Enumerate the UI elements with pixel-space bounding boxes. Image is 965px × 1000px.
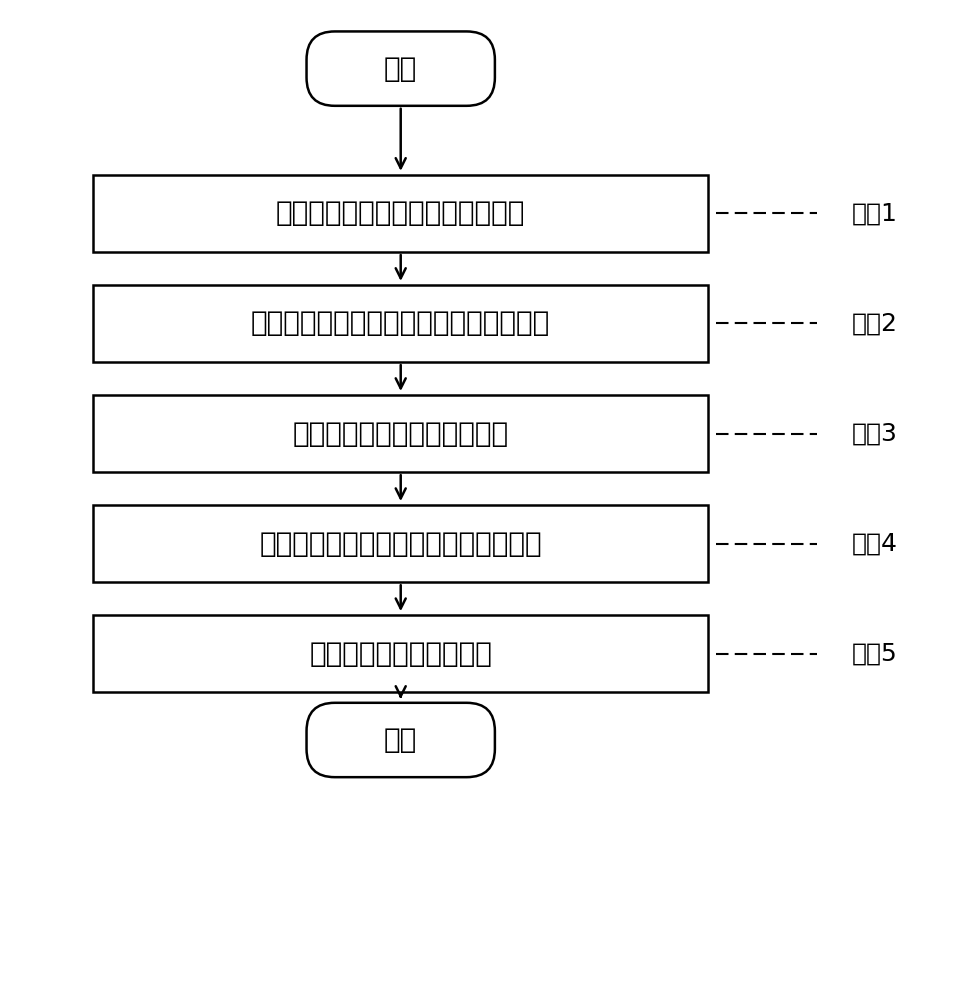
Text: 步骤1: 步骤1 — [852, 201, 897, 225]
Text: 确定各电源协调控制策略: 确定各电源协调控制策略 — [309, 640, 492, 668]
Text: 步骤5: 步骤5 — [852, 642, 897, 666]
Text: 确定预想故障下孤岛系统频率响应特性: 确定预想故障下孤岛系统频率响应特性 — [260, 530, 542, 558]
Text: 步骤4: 步骤4 — [852, 532, 897, 556]
FancyBboxPatch shape — [94, 615, 708, 692]
FancyBboxPatch shape — [307, 703, 495, 777]
FancyBboxPatch shape — [307, 31, 495, 106]
Text: 确定各可调电源的控制优先级: 确定各可调电源的控制优先级 — [292, 420, 509, 448]
FancyBboxPatch shape — [94, 505, 708, 582]
Text: 开始: 开始 — [384, 55, 417, 83]
Text: 确定孤岛内各设备的频率承受能力: 确定孤岛内各设备的频率承受能力 — [276, 199, 525, 227]
Text: 步骤3: 步骤3 — [852, 422, 897, 446]
FancyBboxPatch shape — [94, 285, 708, 362]
Text: 步骤2: 步骤2 — [852, 311, 897, 335]
Text: 结束: 结束 — [384, 726, 417, 754]
Text: 确定孤岛内各电源的调节容量及调节速度: 确定孤岛内各电源的调节容量及调节速度 — [251, 309, 550, 337]
FancyBboxPatch shape — [94, 175, 708, 252]
FancyBboxPatch shape — [94, 395, 708, 472]
